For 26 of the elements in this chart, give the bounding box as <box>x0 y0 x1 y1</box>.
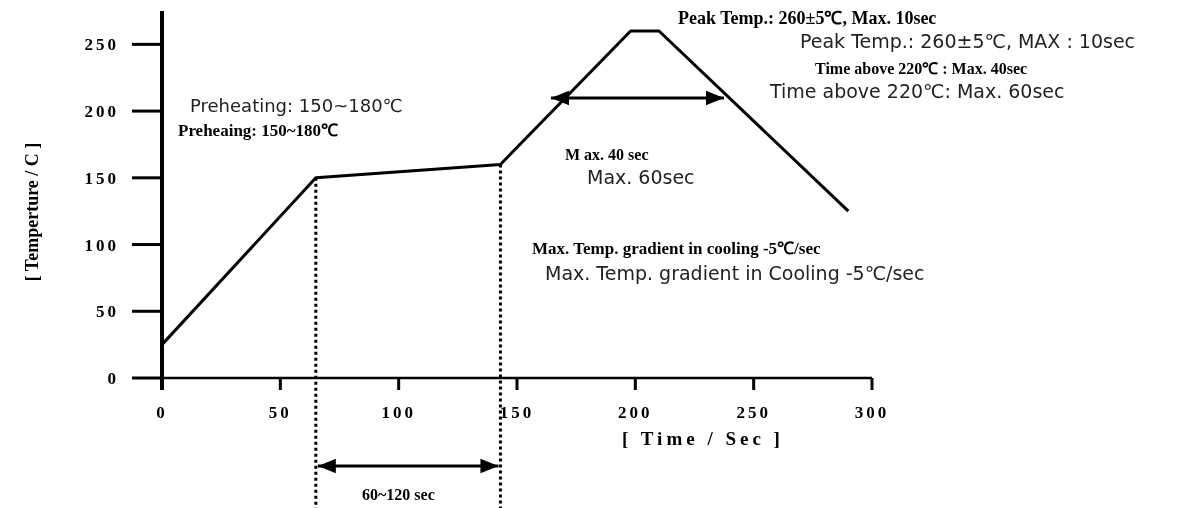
y-tick-label: 150 <box>84 168 119 188</box>
y-tick-label: 200 <box>84 102 119 122</box>
x-tick-label: 0 <box>156 403 168 422</box>
x-tick-label: 250 <box>736 403 771 422</box>
x-tick-label: 50 <box>268 403 292 422</box>
y-tick-label: 100 <box>84 235 119 255</box>
text: 60~120 sec <box>362 486 435 503</box>
annotation: Preheaing: 150~180℃ <box>178 121 339 140</box>
annotation: Preheating: 150~180℃ <box>190 95 403 116</box>
annotation: Peak Temp.: 260±5℃, MAX : 10sec <box>800 30 1136 52</box>
x-tick-label: 300 <box>854 403 890 422</box>
x-tick-label: 200 <box>618 403 653 422</box>
annotation: Max. 60sec <box>587 166 695 188</box>
annotation: Time above 220℃: Max. 60sec <box>769 80 1065 102</box>
x-tick-label: 150 <box>499 403 535 422</box>
annotation: M ax. 40 sec <box>565 146 649 163</box>
annotation: Max. Temp. gradient in cooling -5℃/sec <box>532 239 821 258</box>
annotation: Peak Temp.: 260±5℃, Max. 10sec <box>678 8 937 28</box>
x-tick-label: 100 <box>381 403 416 422</box>
x-axis-title: [ Time / Sec ] <box>622 428 784 449</box>
y-axis-title: [ Temperture / C ] <box>22 142 42 282</box>
y-tick-label: 0 <box>107 369 119 388</box>
annotation: Time above 220℃ : Max. 40sec <box>815 60 1028 77</box>
annotation: Max. Temp. gradient in Cooling -5℃/sec <box>545 262 925 284</box>
y-tick-label: 50 <box>96 302 119 322</box>
y-tick-label: 250 <box>84 35 119 55</box>
